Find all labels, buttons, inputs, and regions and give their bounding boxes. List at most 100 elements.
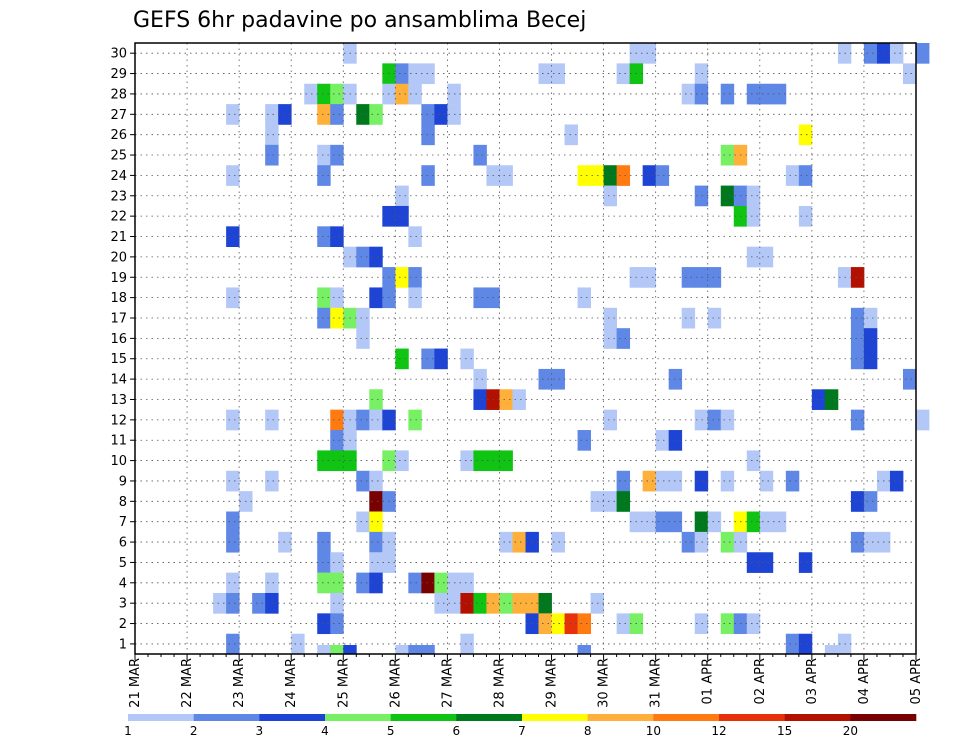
heatmap-cell: [330, 572, 344, 594]
heatmap-cell: [317, 83, 331, 105]
x-tick-label: 31 MAR: [649, 658, 664, 708]
heatmap-cell: [395, 348, 409, 370]
heatmap-cell: [746, 205, 761, 227]
heatmap-cell: [746, 83, 761, 105]
heatmap-cell: [720, 613, 735, 635]
y-tick-label: 26: [110, 128, 127, 143]
colorbar-segment: [719, 714, 785, 721]
heatmap-cell: [265, 104, 279, 125]
y-tick-label: 24: [110, 169, 127, 184]
colorbar-label: 6: [453, 724, 461, 738]
heatmap-cell: [655, 511, 670, 533]
heatmap-cell: [850, 491, 865, 512]
heatmap-cell: [317, 287, 331, 309]
heatmap-cell: [330, 450, 344, 472]
heatmap-cell: [798, 124, 813, 146]
y-tick-label: 27: [110, 108, 127, 123]
heatmap-cells: [213, 43, 930, 655]
y-tick-label: 10: [110, 454, 127, 469]
heatmap-cell: [356, 470, 370, 492]
heatmap-cell: [369, 531, 383, 553]
heatmap-cell: [421, 124, 435, 146]
heatmap-cell: [460, 592, 474, 614]
heatmap-cell: [694, 511, 709, 533]
colorbar-label: 5: [387, 724, 395, 738]
heatmap-cell: [356, 307, 370, 329]
heatmap-cell: [226, 226, 240, 247]
heatmap-cell: [603, 491, 618, 512]
heatmap-cell: [356, 246, 370, 268]
heatmap-cell: [707, 267, 722, 288]
x-tick-label: 23 MAR: [232, 658, 247, 708]
heatmap-cell: [226, 165, 240, 186]
heatmap-cell: [863, 531, 878, 553]
heatmap-cell: [746, 450, 761, 472]
heatmap-cell: [226, 592, 240, 614]
heatmap-cell: [317, 226, 331, 247]
heatmap-cell: [369, 104, 383, 125]
heatmap-cell: [785, 470, 800, 492]
heatmap-cell: [408, 267, 422, 288]
heatmap-cell: [707, 409, 722, 431]
heatmap-cell: [577, 645, 591, 655]
heatmap-cell: [916, 409, 930, 431]
y-axis: 1234567891011121314151617181920212223242…: [110, 47, 135, 652]
heatmap-cell: [759, 83, 774, 105]
heatmap-cell: [434, 592, 448, 614]
y-tick-label: 23: [110, 189, 127, 204]
heatmap-cell: [304, 83, 318, 105]
heatmap-cell: [369, 552, 383, 573]
heatmap-cell: [798, 633, 813, 655]
heatmap-cell: [395, 645, 409, 655]
x-tick-label: 27 MAR: [440, 658, 455, 708]
heatmap-cell: [746, 552, 761, 573]
x-tick-label: 21 MAR: [128, 658, 143, 708]
heatmap-cell: [603, 307, 618, 329]
y-tick-label: 15: [110, 352, 127, 367]
heatmap-cell: [720, 531, 735, 553]
heatmap-cell: [720, 185, 735, 207]
heatmap-cell: [850, 348, 865, 370]
heatmap-cell: [473, 287, 487, 309]
heatmap-cell: [889, 470, 904, 492]
heatmap-cell: [317, 144, 331, 166]
heatmap-cell: [408, 572, 422, 594]
colorbar-label: 10: [646, 724, 661, 738]
heatmap-cell: [863, 43, 878, 64]
heatmap-cell: [694, 470, 709, 492]
x-axis: 21 MAR 22 MAR 23 MAR 24 MAR 25 MAR 26 MAR 27 M…: [128, 654, 924, 708]
heatmap-cell: [356, 572, 370, 594]
heatmap-cell: [538, 613, 552, 635]
heatmap-cell: [265, 572, 279, 594]
heatmap-cell: [395, 63, 409, 85]
heatmap-cell: [798, 205, 813, 227]
y-tick-label: 25: [110, 149, 127, 164]
chart-title: GEFS 6hr padavine po ansamblima Becej: [133, 8, 586, 33]
heatmap-cell: [499, 389, 513, 410]
colorbar-segment: [587, 714, 654, 721]
heatmap-cell: [291, 633, 305, 655]
heatmap-cell: [577, 287, 591, 309]
heatmap-cell: [564, 124, 578, 146]
heatmap-cell: [369, 491, 383, 512]
heatmap-cell: [616, 63, 631, 85]
heatmap-cell: [616, 491, 631, 512]
heatmap-cell: [720, 470, 735, 492]
heatmap-cell: [850, 267, 865, 288]
heatmap-cell: [317, 104, 331, 125]
heatmap-cell: [317, 307, 331, 329]
heatmap-cell: [746, 246, 761, 268]
heatmap-cell: [616, 165, 631, 186]
heatmap-cell: [681, 307, 696, 329]
heatmap-cell: [681, 267, 696, 288]
heatmap-cell: [317, 165, 331, 186]
heatmap-cell: [720, 144, 735, 166]
heatmap-cell: [356, 409, 370, 431]
x-tick-label: 04 APR: [857, 658, 872, 704]
heatmap-cell: [395, 450, 409, 472]
colorbar-segment: [128, 714, 194, 721]
heatmap-cell: [616, 613, 631, 635]
heatmap-cell: [850, 307, 865, 329]
heatmap-cell: [317, 450, 331, 472]
